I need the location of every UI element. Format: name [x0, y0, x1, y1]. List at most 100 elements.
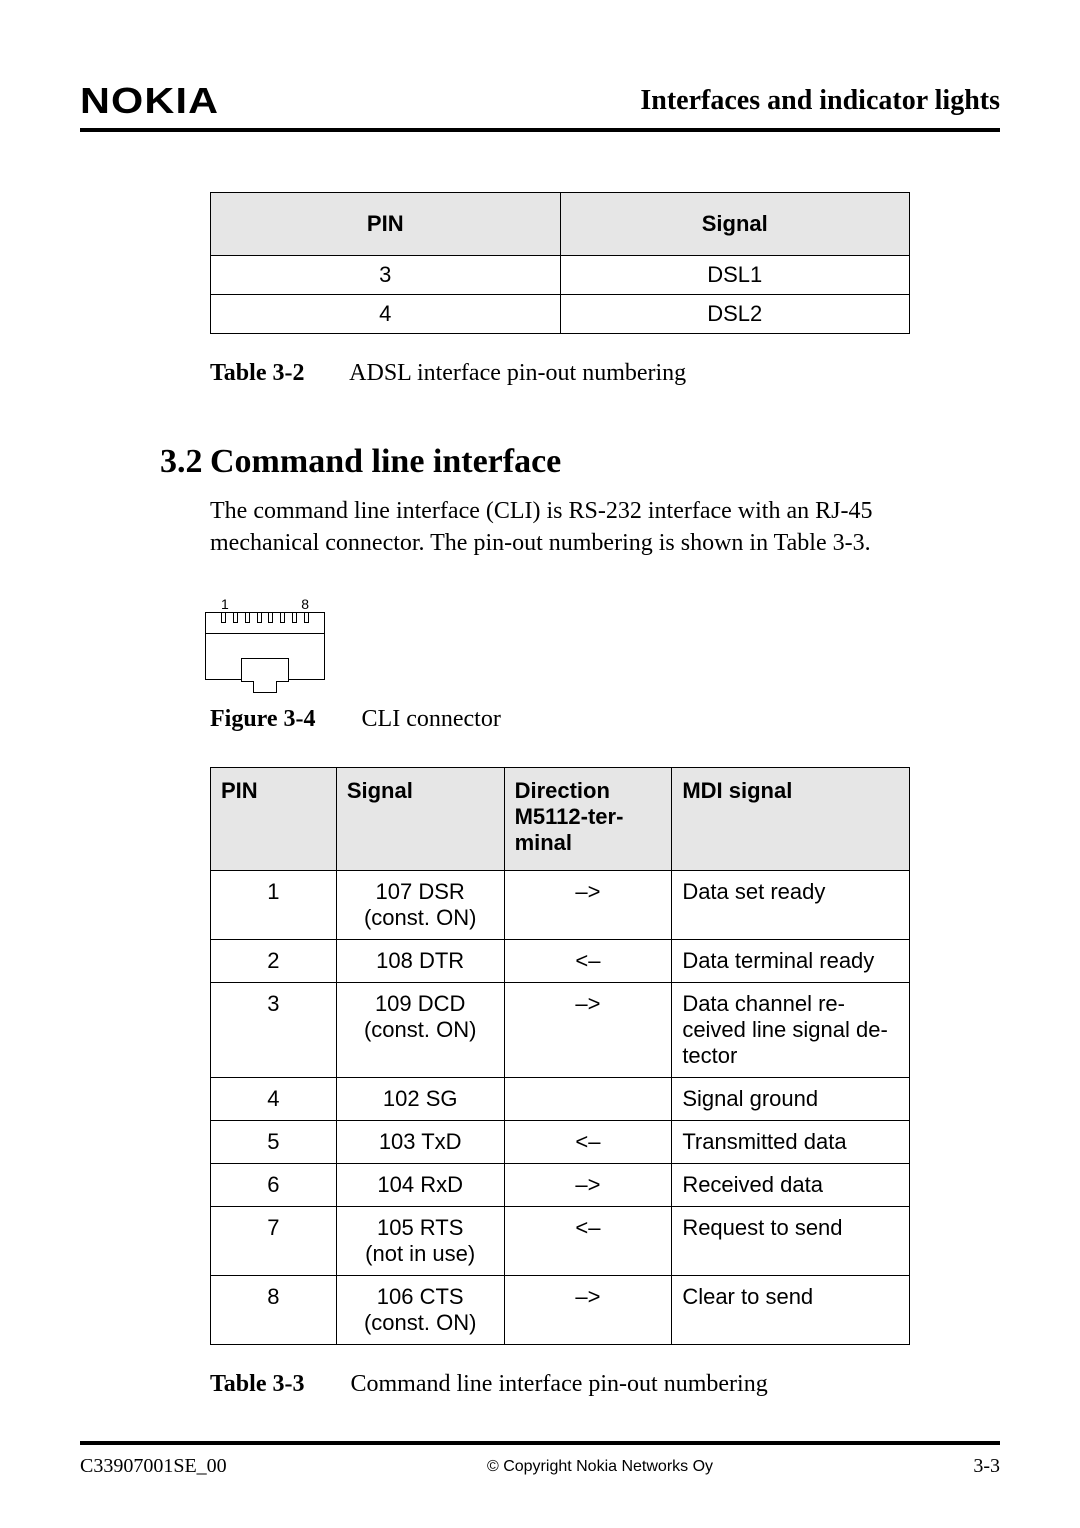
caption-text: Command line interface pin-out numbering — [350, 1371, 767, 1397]
caption-text: CLI connector — [362, 706, 501, 732]
signal-line1: 105 RTS — [377, 1215, 463, 1240]
caption-label: Table 3-3 — [210, 1371, 304, 1397]
cell-signal: DSL1 — [560, 256, 910, 295]
connector-pins — [205, 612, 325, 634]
caption-label: Figure 3-4 — [210, 706, 316, 732]
dir-line2: M5112-ter- — [515, 804, 624, 829]
cell-pin: 4 — [211, 295, 561, 334]
section-title: Command line interface — [210, 443, 910, 481]
cell-mdi: Data set ready — [672, 870, 910, 939]
table-row: 4 102 SG Signal ground — [211, 1077, 910, 1120]
cell-signal: 109 DCD (const. ON) — [336, 982, 504, 1077]
table-3-2: PIN Signal 3 DSL1 4 DSL2 — [210, 192, 910, 334]
cell-signal: 102 SG — [336, 1077, 504, 1120]
mdi-line1: Data channel re- — [682, 991, 845, 1016]
cell-signal: DSL2 — [560, 295, 910, 334]
cell-signal: 103 TxD — [336, 1120, 504, 1163]
col-pin-header: PIN — [211, 193, 561, 256]
cell-signal: 106 CTS (const. ON) — [336, 1275, 504, 1344]
connector-body — [205, 634, 325, 680]
cell-direction: –> — [504, 1163, 672, 1206]
rj45-connector-figure: 1 8 — [205, 596, 325, 680]
table-3-2-block: PIN Signal 3 DSL1 4 DSL2 Table 3-2 ADSL … — [210, 192, 910, 387]
cell-direction: <– — [504, 939, 672, 982]
caption-text: ADSL interface pin-out numbering — [349, 360, 686, 386]
cell-direction: –> — [504, 870, 672, 939]
cell-direction: –> — [504, 982, 672, 1077]
section-3-2: 3.2 Command line interface The command l… — [80, 443, 1000, 1398]
cell-pin: 6 — [211, 1163, 337, 1206]
cell-pin: 5 — [211, 1120, 337, 1163]
cell-mdi: Signal ground — [672, 1077, 910, 1120]
signal-line1: 107 DSR — [376, 879, 465, 904]
section-paragraph: The command line interface (CLI) is RS-2… — [210, 495, 910, 560]
dir-line3: minal — [515, 830, 572, 855]
table-row: 7 105 RTS (not in use) <– Request to sen… — [211, 1206, 910, 1275]
table-row: 5 103 TxD <– Transmitted data — [211, 1120, 910, 1163]
col-direction-header: Direction M5112-ter- minal — [504, 767, 672, 870]
connector-notch — [241, 658, 288, 682]
cell-direction: <– — [504, 1120, 672, 1163]
figure-3-4-caption: Figure 3-4 CLI connector — [210, 706, 910, 733]
cell-pin: 8 — [211, 1275, 337, 1344]
signal-line2: (const. ON) — [364, 1017, 476, 1042]
col-signal-header: Signal — [336, 767, 504, 870]
table-row: 6 104 RxD –> Received data — [211, 1163, 910, 1206]
table-row: 4 DSL2 — [211, 295, 910, 334]
page-root: NOKIA Interfaces and indicator lights PI… — [0, 0, 1080, 1528]
cell-signal: 105 RTS (not in use) — [336, 1206, 504, 1275]
cell-mdi: Data channel re- ceived line signal de- … — [672, 982, 910, 1077]
cell-signal: 107 DSR (const. ON) — [336, 870, 504, 939]
cell-pin: 3 — [211, 256, 561, 295]
header-title: Interfaces and indicator lights — [640, 85, 1000, 117]
page-header: NOKIA Interfaces and indicator lights — [80, 80, 1000, 132]
cell-pin: 2 — [211, 939, 337, 982]
footer-copyright: © Copyright Nokia Networks Oy — [487, 1458, 713, 1476]
cell-signal: 108 DTR — [336, 939, 504, 982]
section-number: 3.2 — [160, 443, 203, 481]
cell-mdi: Request to send — [672, 1206, 910, 1275]
table-row: 1 107 DSR (const. ON) –> Data set ready — [211, 870, 910, 939]
footer-page-number: 3-3 — [973, 1455, 1000, 1478]
cell-direction: –> — [504, 1275, 672, 1344]
mdi-line3: tector — [682, 1043, 737, 1068]
cell-signal: 104 RxD — [336, 1163, 504, 1206]
cell-direction: <– — [504, 1206, 672, 1275]
page-footer: C33907001SE_00 © Copyright Nokia Network… — [80, 1441, 1000, 1478]
caption-label: Table 3-2 — [210, 360, 304, 386]
connector-tab — [253, 681, 277, 693]
mdi-line2: ceived line signal de- — [682, 1017, 887, 1042]
cell-pin: 1 — [211, 870, 337, 939]
col-pin-header: PIN — [211, 767, 337, 870]
cell-pin: 7 — [211, 1206, 337, 1275]
col-signal-header: Signal — [560, 193, 910, 256]
cell-mdi: Transmitted data — [672, 1120, 910, 1163]
pin-label-1: 1 — [221, 596, 229, 612]
signal-line2: (not in use) — [365, 1241, 475, 1266]
table-row: 3 DSL1 — [211, 256, 910, 295]
table-3-3-caption: Table 3-3 Command line interface pin-out… — [210, 1371, 910, 1398]
table-row: 8 106 CTS (const. ON) –> Clear to send — [211, 1275, 910, 1344]
cell-pin: 4 — [211, 1077, 337, 1120]
cell-direction — [504, 1077, 672, 1120]
signal-line1: 106 CTS — [377, 1284, 464, 1309]
pin-label-8: 8 — [301, 596, 309, 612]
col-mdi-header: MDI signal — [672, 767, 910, 870]
cell-pin: 3 — [211, 982, 337, 1077]
dir-line1: Direction — [515, 778, 610, 803]
table-row: 3 109 DCD (const. ON) –> Data channel re… — [211, 982, 910, 1077]
table-3-2-caption: Table 3-2 ADSL interface pin-out numberi… — [210, 360, 910, 387]
cell-mdi: Received data — [672, 1163, 910, 1206]
signal-line2: (const. ON) — [364, 905, 476, 930]
table-row: 2 108 DTR <– Data terminal ready — [211, 939, 910, 982]
table-header-row: PIN Signal Direction M5112-ter- minal MD… — [211, 767, 910, 870]
table-3-3: PIN Signal Direction M5112-ter- minal MD… — [210, 767, 910, 1345]
cell-mdi: Data terminal ready — [672, 939, 910, 982]
brand-logo: NOKIA — [80, 80, 219, 122]
footer-doc-id: C33907001SE_00 — [80, 1455, 227, 1478]
signal-line1: 109 DCD — [375, 991, 465, 1016]
signal-line2: (const. ON) — [364, 1310, 476, 1335]
pin-labels: 1 8 — [205, 596, 325, 612]
table-header-row: PIN Signal — [211, 193, 910, 256]
cell-mdi: Clear to send — [672, 1275, 910, 1344]
